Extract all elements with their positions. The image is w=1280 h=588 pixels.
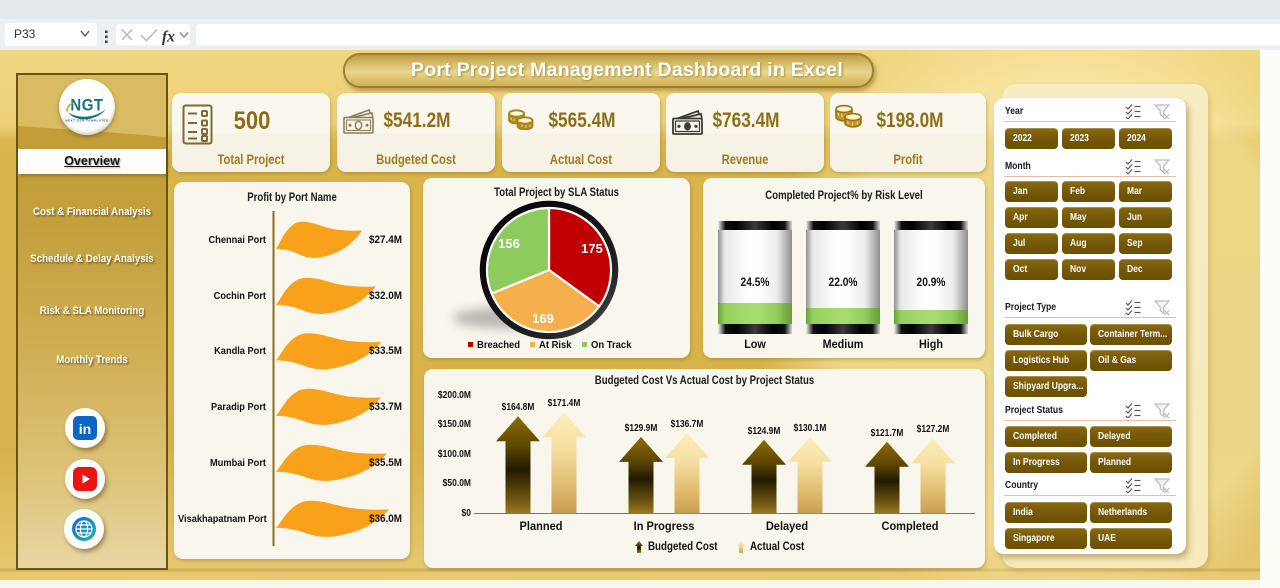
svg-text:NGT: NGT bbox=[70, 97, 103, 115]
svg-text:156: 156 bbox=[498, 236, 520, 251]
svg-text:fx: fx bbox=[162, 29, 175, 46]
svg-text:NEXT GEN TEMPLATES: NEXT GEN TEMPLATES bbox=[65, 119, 108, 123]
svg-text:in: in bbox=[79, 421, 91, 437]
svg-text:175: 175 bbox=[581, 241, 603, 256]
svg-text:169: 169 bbox=[532, 311, 554, 326]
